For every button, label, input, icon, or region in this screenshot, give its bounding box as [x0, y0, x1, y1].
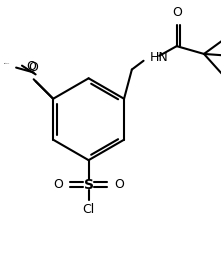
Text: S: S	[84, 177, 94, 192]
Text: O: O	[26, 60, 36, 73]
Text: HN: HN	[149, 51, 168, 64]
Text: O: O	[114, 178, 124, 191]
Text: Cl: Cl	[82, 203, 95, 216]
Text: O: O	[173, 6, 183, 19]
Text: O: O	[54, 178, 63, 191]
Text: O: O	[29, 61, 39, 75]
Text: methoxy: methoxy	[4, 63, 10, 64]
